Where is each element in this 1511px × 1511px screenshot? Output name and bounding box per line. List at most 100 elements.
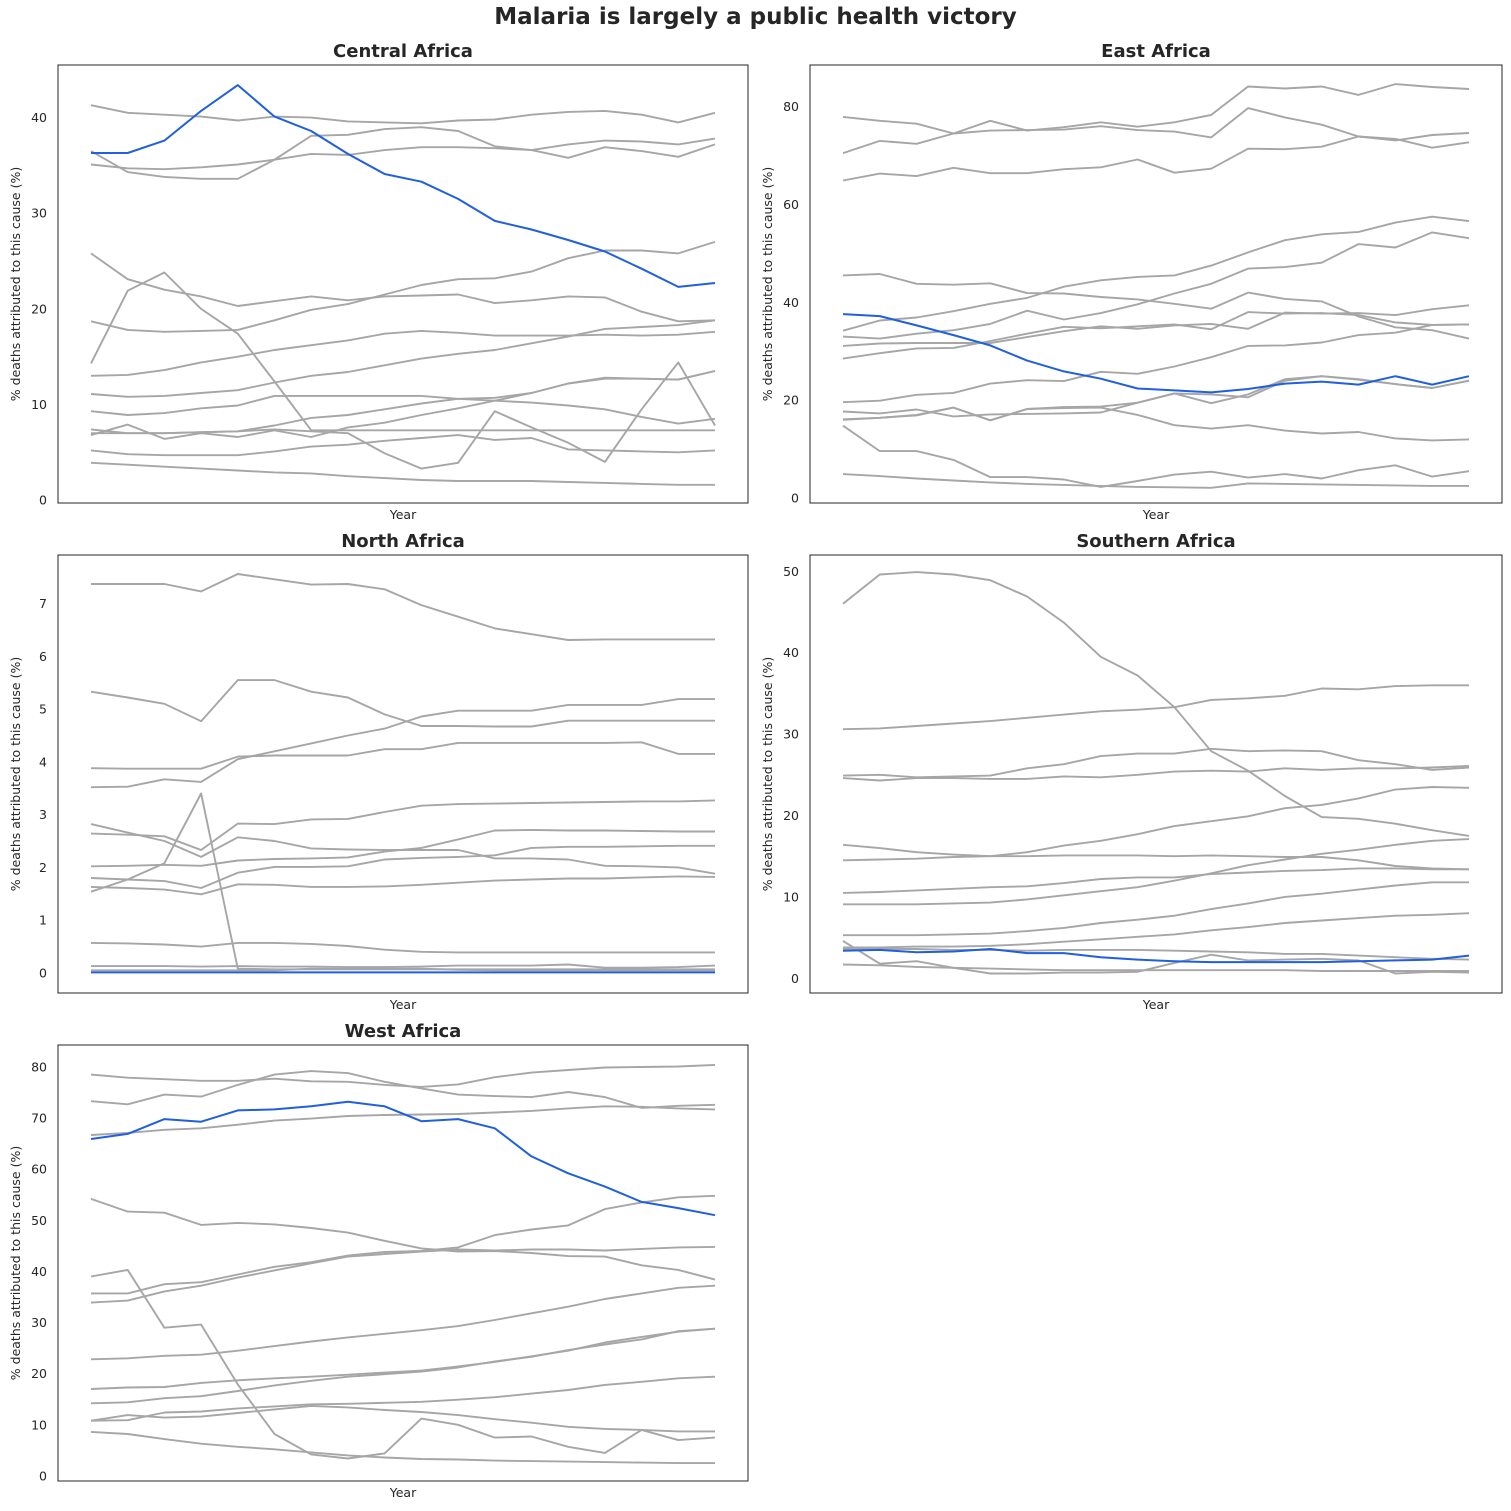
plot-frame [809, 554, 1503, 994]
series-line-other [842, 406, 1470, 442]
series-line-other [842, 571, 1470, 837]
series-line-other [90, 792, 715, 971]
y-tick-label: 40 [31, 1264, 47, 1279]
y-tick-label: 20 [783, 393, 799, 408]
panel-west-africa: West Africa Year % deaths attributed to th… [8, 1021, 749, 1500]
series-line-malaria [90, 1100, 716, 1217]
y-tick-label: 40 [783, 645, 799, 660]
series-line-other [90, 143, 716, 171]
panel-title: North Africa [341, 531, 465, 552]
series-line-malaria [842, 948, 1470, 964]
series-line-other [842, 83, 1470, 135]
series-line-other [90, 698, 715, 789]
series-line-other [91, 963, 716, 969]
series-line-other [90, 1063, 716, 1088]
series-line-other [90, 828, 715, 868]
y-tick-label: 4 [39, 754, 47, 769]
series-line-other [90, 126, 716, 180]
y-tick-label: 80 [783, 99, 799, 114]
y-tick-label: 40 [31, 110, 47, 125]
series-line-other [90, 271, 715, 432]
y-axis-label: % deaths attributed to this cause (%) [8, 657, 23, 891]
y-tick-label: 20 [31, 1366, 47, 1381]
series-line-other [842, 867, 1469, 894]
y-tick-label: 10 [31, 397, 47, 412]
series-line-other [90, 741, 715, 770]
series-line-other [90, 240, 716, 333]
series-line-other [90, 370, 716, 435]
y-tick-label: 2 [39, 860, 47, 875]
series-line-other [90, 875, 716, 896]
series-line-malaria [842, 313, 1470, 394]
x-axis-label: Year [389, 1485, 417, 1500]
series-line-other [843, 881, 1469, 937]
panel-north-africa: North Africa Year % deaths attributed to t… [8, 531, 749, 1012]
y-tick-label: 10 [783, 889, 799, 904]
series-line-other [90, 799, 716, 851]
y-tick-label: 50 [783, 564, 799, 579]
series-line-other [90, 1327, 716, 1405]
plot-frame [57, 554, 749, 994]
series-line-other [842, 473, 1469, 489]
series-line-other [91, 1194, 716, 1295]
series-line-other [842, 323, 1470, 404]
series-line-other [90, 434, 716, 457]
series-line-malaria [91, 84, 716, 288]
figure-title: Malaria is largely a public health victo… [494, 4, 1017, 30]
panel-title: Central Africa [333, 41, 473, 62]
y-axis-label: % deaths attributed to this cause (%) [8, 167, 23, 401]
series-line-other [90, 1070, 716, 1109]
series-line-other [843, 948, 1470, 961]
y-tick-label: 7 [39, 596, 47, 611]
series-line-other [90, 1198, 716, 1281]
x-axis-label: Year [389, 997, 417, 1012]
y-axis-label: % deaths attributed to this cause (%) [8, 1146, 23, 1380]
series-line-other [90, 1327, 716, 1390]
y-tick-label: 40 [783, 295, 799, 310]
plot-frame [809, 64, 1503, 504]
series-line-other [842, 764, 1470, 782]
series-line-other [90, 104, 716, 125]
series-line-other [842, 854, 1470, 871]
series-line-other [842, 311, 1470, 360]
series-line-other [842, 215, 1470, 332]
series-line-other [90, 1245, 716, 1304]
series-line-other [90, 252, 716, 323]
y-tick-label: 3 [39, 807, 47, 822]
series-line-other [843, 838, 1470, 906]
panel-southern-africa: Southern Africa Year % deaths attributed t… [760, 531, 1503, 1012]
panel-central-africa: Central Africa Year % deaths attributed to… [8, 41, 749, 522]
series-line-other [842, 132, 1470, 182]
panel-title: West Africa [345, 1021, 462, 1042]
series-line-other [90, 461, 715, 486]
panel-east-africa: East Africa Year % deaths attributed to th… [760, 41, 1503, 522]
y-tick-label: 50 [31, 1213, 47, 1228]
y-tick-label: 20 [31, 301, 47, 316]
y-axis-label: % deaths attributed to this cause (%) [760, 657, 775, 891]
panel-title: Southern Africa [1076, 531, 1235, 552]
y-tick-label: 0 [39, 965, 47, 980]
y-tick-label: 0 [39, 1468, 47, 1483]
series-line-other [91, 573, 715, 641]
series-line-other [842, 747, 1470, 779]
series-line-other [91, 361, 716, 470]
y-tick-label: 60 [783, 197, 799, 212]
series-line-other [90, 1375, 716, 1422]
y-tick-label: 6 [39, 649, 47, 664]
series-line-other [90, 370, 716, 440]
series-line-other [90, 329, 716, 377]
series-line-other [842, 107, 1470, 155]
y-tick-label: 0 [791, 491, 799, 506]
series-line-other [842, 684, 1469, 731]
plot-frame [57, 1044, 749, 1482]
y-tick-label: 30 [783, 727, 799, 742]
y-tick-label: 70 [31, 1111, 47, 1126]
x-axis-label: Year [1142, 507, 1170, 522]
series-line-other [90, 394, 716, 425]
series-line-other [90, 1430, 715, 1465]
series-line-other [843, 912, 1470, 949]
y-tick-label: 30 [31, 206, 47, 221]
series-line-other [90, 679, 715, 728]
series-line-other [90, 1404, 715, 1433]
